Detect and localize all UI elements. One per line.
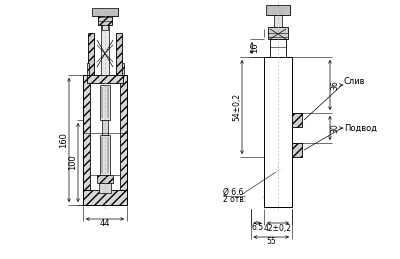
Text: Ø 6.6: Ø 6.6 — [223, 188, 243, 197]
Bar — [292, 143, 302, 157]
Bar — [98, 13, 112, 25]
Bar — [92, 8, 118, 16]
Bar — [99, 183, 111, 193]
Text: 100: 100 — [68, 155, 78, 170]
Text: 54±0,2: 54±0,2 — [232, 93, 242, 121]
Text: 44: 44 — [100, 219, 110, 228]
Circle shape — [274, 167, 282, 174]
Bar — [90, 75, 120, 190]
Text: Слив: Слив — [344, 77, 366, 87]
Bar — [264, 57, 292, 207]
Bar — [270, 39, 286, 57]
Bar — [100, 135, 110, 175]
Bar — [83, 75, 90, 205]
Text: 36: 36 — [330, 80, 340, 90]
Bar — [116, 33, 122, 75]
Bar — [292, 113, 302, 127]
Bar — [83, 190, 127, 205]
Bar — [97, 175, 113, 183]
Text: 55: 55 — [266, 238, 276, 247]
Bar — [100, 85, 110, 120]
Text: 30: 30 — [330, 123, 340, 133]
Bar — [102, 120, 108, 135]
Circle shape — [286, 146, 294, 154]
Bar — [102, 13, 108, 30]
Text: 6.5: 6.5 — [251, 224, 263, 233]
Bar — [274, 15, 282, 27]
Circle shape — [286, 116, 294, 124]
Bar — [122, 63, 124, 75]
Bar — [268, 27, 288, 39]
Bar — [87, 75, 123, 83]
Bar — [120, 75, 127, 205]
Polygon shape — [264, 197, 292, 207]
Bar — [87, 63, 89, 75]
Text: Подвод: Подвод — [344, 124, 377, 133]
Bar — [101, 20, 109, 75]
Text: 160: 160 — [60, 132, 68, 148]
Bar — [88, 33, 94, 75]
Text: 2 отв.: 2 отв. — [223, 195, 246, 204]
Text: 42±0,2: 42±0,2 — [264, 224, 292, 233]
Bar — [266, 5, 290, 15]
Text: 16: 16 — [250, 43, 260, 53]
Polygon shape — [100, 182, 110, 190]
